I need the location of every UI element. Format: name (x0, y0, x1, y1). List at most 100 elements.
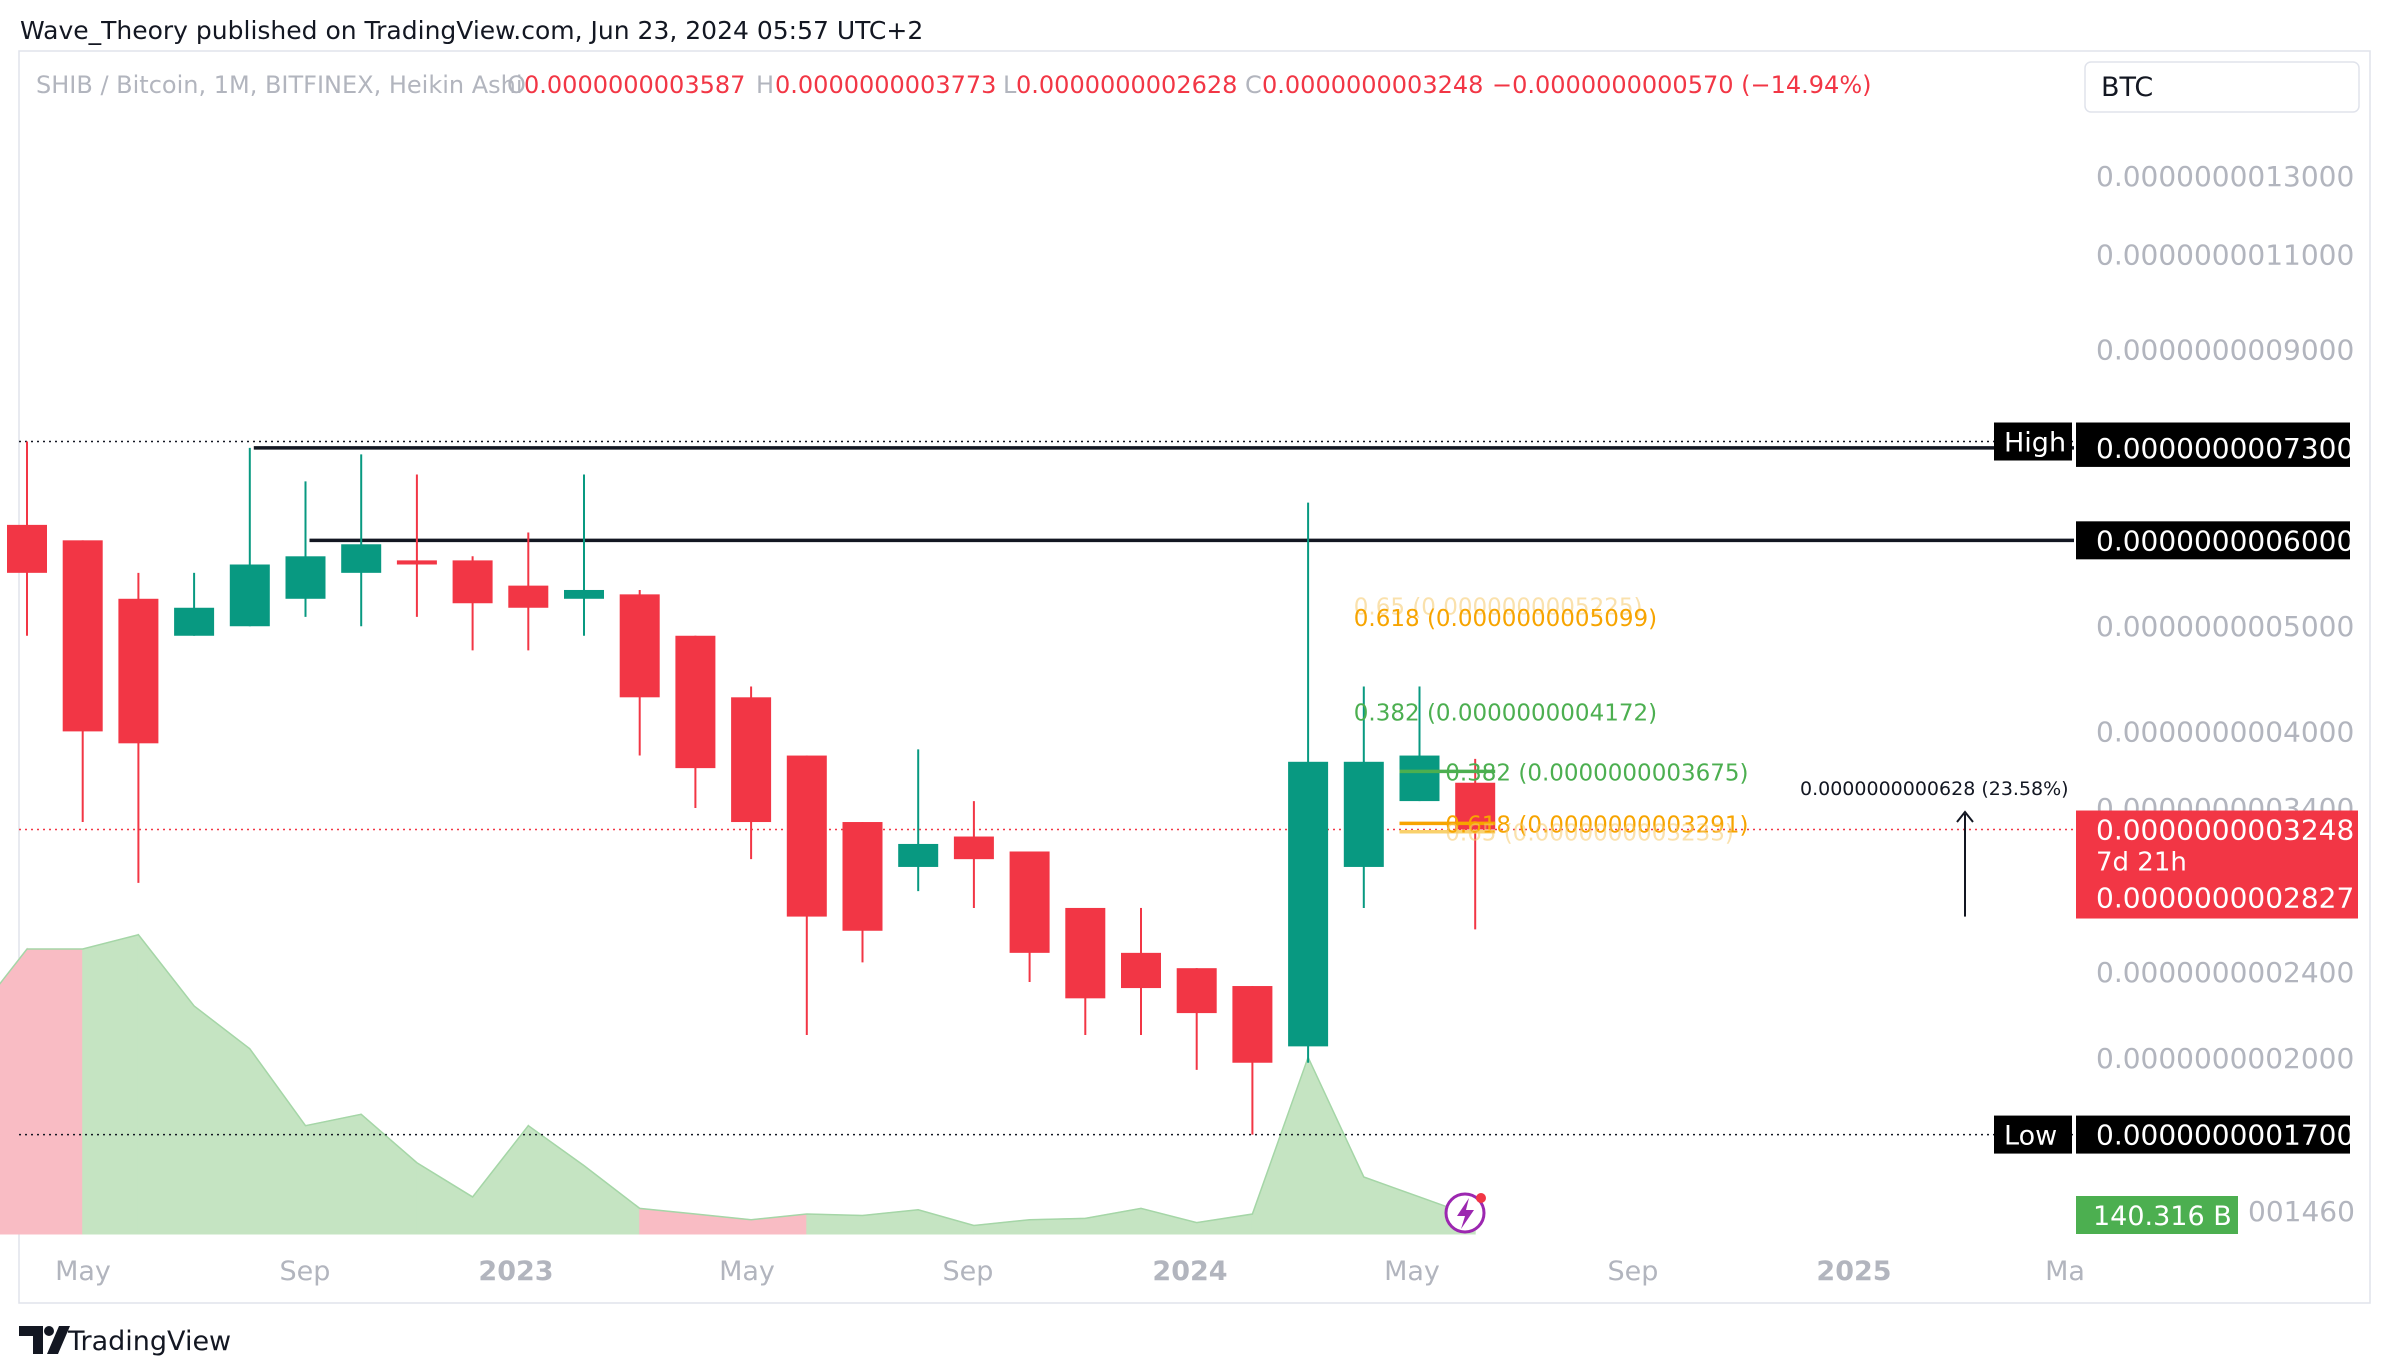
candle-body (1343, 761, 1384, 867)
candle-body (1176, 968, 1217, 1014)
price-tick-label: 0.0000000002400 (2096, 956, 2354, 989)
price-axis[interactable]: 0.0000000013000 0.0000000011000 0.00000000… (1994, 160, 2358, 1234)
volume-segment (1196, 1213, 1253, 1235)
lightning-icon[interactable] (1444, 1192, 1486, 1234)
volume-segment (416, 1161, 474, 1235)
legend-low-value: 0.0000000002628 (1016, 71, 1237, 99)
partial-price-label: 001460 (2248, 1195, 2355, 1228)
legend-open-label: O (507, 71, 526, 99)
current-price-label: 0.0000000003248 (2096, 814, 2354, 847)
candle-body (619, 594, 660, 698)
lightning-icon-dot[interactable] (1476, 1193, 1486, 1203)
price-tick-label: 0.0000000011000 (2096, 239, 2354, 272)
price-tick-label: 0.0000000013000 (2096, 160, 2354, 193)
price-tick-label: 0.0000000004000 (2096, 715, 2354, 748)
legend-low-label: L (1003, 71, 1017, 99)
legend-high-label: H (756, 71, 774, 99)
price-tick-label: 0.0000000002000 (2096, 1042, 2354, 1075)
price-tick-label: 0.0000000009000 (2096, 333, 2354, 366)
time-tick-label: Sep (280, 1256, 331, 1287)
time-axis[interactable]: May Sep 2023 May Sep 2024 May Sep 2025 Ma (55, 1256, 2085, 1287)
candle-body (675, 635, 716, 769)
volume-segment (472, 1124, 529, 1235)
volume-segment (360, 1113, 418, 1235)
candle-body (731, 697, 772, 823)
fib-label: 0.65 (0.0000000005225) (1354, 594, 1643, 620)
legend-close-label: C (1245, 71, 1262, 99)
volume-segment (82, 934, 139, 1235)
volume-segment (527, 1124, 585, 1235)
candle-body (1232, 986, 1273, 1063)
candle-body (341, 544, 382, 573)
volume-segment (862, 1209, 919, 1235)
level-axis-label: 0.0000000007300 (2096, 432, 2354, 465)
candle-body (842, 822, 883, 931)
volume-segment (137, 933, 195, 1235)
legend: SHIB / Bitcoin, 1M, BITFINEX, Heikin Ash… (36, 71, 1872, 99)
tradingview-logo[interactable]: TradingView (19, 1326, 231, 1357)
candle-body (898, 843, 939, 867)
candle-body (118, 598, 159, 744)
measure-label-bg (1783, 770, 2071, 806)
current-price-label-bg (2076, 810, 2358, 919)
level-tag-bg (1994, 1115, 2072, 1154)
currency-box[interactable]: BTC (2084, 61, 2360, 113)
candle-body (1288, 761, 1329, 1047)
volume-segment (583, 1164, 641, 1235)
volume-segment (1029, 1217, 1086, 1235)
level-tag: High (2004, 428, 2066, 459)
legend-high-value: 0.0000000003773 (775, 71, 996, 99)
levels-layer (19, 440, 2074, 1136)
time-tick-label: Sep (1608, 1256, 1659, 1287)
fib-label: 0.382 (0.0000000003675) (1445, 760, 1748, 786)
time-tick-label: 2024 (1152, 1256, 1227, 1287)
tradingview-logo-dot[interactable] (44, 1326, 54, 1336)
candle-body (1009, 851, 1050, 953)
footer-logo-text[interactable]: TradingView (67, 1326, 231, 1357)
volume-segment (305, 1113, 362, 1235)
level-axis-label: 0.0000000006000 (2096, 524, 2354, 557)
low-price-label: 0.0000000002827 (2096, 882, 2354, 915)
candle-body (174, 607, 215, 636)
volume-segment (806, 1213, 863, 1235)
volume-segment (1363, 1176, 1420, 1235)
volume-segment (1084, 1207, 1142, 1235)
price-tick-label: 0.0000000005000 (2096, 610, 2354, 643)
legend-open-value: 0.0000000003587 (524, 71, 745, 99)
candle-body (508, 585, 549, 608)
time-tick-label: 2025 (1816, 1256, 1891, 1287)
level-axis-label-bg (2076, 521, 2350, 560)
currency-box-frame[interactable] (2084, 61, 2360, 113)
candle-body (953, 836, 994, 860)
level-tag-bg (1994, 422, 2072, 461)
volume-segment (26, 948, 84, 1235)
candle-body (1065, 907, 1106, 999)
tradingview-logo-mark[interactable] (19, 1326, 70, 1354)
candle-body (396, 560, 437, 565)
measure-label: 0.0000000000628 (23.58%) (1800, 778, 2069, 800)
candle-body (7, 524, 47, 573)
time-tick-label: Sep (943, 1256, 994, 1287)
candle-body (1399, 755, 1440, 802)
candles-layer (7, 441, 1496, 1135)
volume-segment (0, 947, 28, 1235)
chart-frame (18, 50, 2371, 1304)
legend-symbol: SHIB / Bitcoin, 1M, BITFINEX, Heikin Ash… (36, 71, 523, 99)
volume-outline (0, 933, 1476, 1227)
candle-body (62, 540, 103, 732)
candle-body (786, 755, 827, 917)
lightning-icon-bolt[interactable] (1457, 1198, 1474, 1229)
fib-label: 0.382 (0.0000000004172) (1354, 701, 1657, 727)
volume-segment (1307, 1057, 1365, 1235)
volume-segment (639, 1207, 696, 1235)
currency-box-label[interactable]: BTC (2101, 72, 2153, 103)
level-tag: Low (2004, 1121, 2057, 1152)
volume-layer (0, 933, 1476, 1235)
countdown-label: 7d 21h (2096, 848, 2187, 878)
fib-label: 0.618 (0.0000000005099) (1354, 606, 1657, 632)
measure-arrow-head (1956, 810, 1974, 823)
level-axis-label: 0.0000000001700 (2096, 1119, 2354, 1152)
candle-body (1121, 952, 1161, 989)
